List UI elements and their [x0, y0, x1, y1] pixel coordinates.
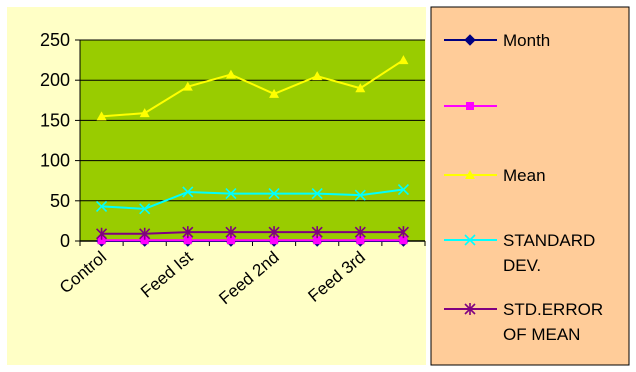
series-line — [101, 188, 404, 210]
x-marker — [464, 234, 476, 246]
data-point — [225, 187, 237, 200]
square-marker — [466, 102, 474, 110]
star-marker — [464, 303, 476, 315]
data-point — [182, 81, 193, 91]
data-point — [311, 187, 323, 200]
data-point — [95, 227, 108, 240]
data-point — [95, 200, 108, 212]
data-point — [268, 187, 280, 200]
legend-label: OF MEAN — [503, 325, 580, 344]
diamond-marker — [464, 34, 476, 46]
data-point — [182, 186, 194, 198]
legend-label: Month — [503, 31, 550, 50]
legend — [430, 6, 630, 366]
y-tick-label: 0 — [60, 231, 70, 251]
data-point — [399, 236, 408, 245]
triangle-marker — [465, 170, 475, 179]
data-point — [96, 111, 107, 121]
data-point — [225, 69, 236, 79]
data-point — [139, 108, 150, 118]
data-point — [270, 236, 279, 245]
series-group — [95, 183, 410, 215]
legend-label: STANDARD — [503, 231, 595, 250]
series-line — [101, 231, 404, 235]
series-group — [96, 55, 409, 121]
data-point — [312, 71, 323, 81]
data-point — [97, 236, 106, 245]
series-group — [97, 236, 408, 245]
data-point — [139, 203, 151, 215]
y-tick-label: 50 — [50, 191, 70, 211]
data-point — [226, 236, 235, 245]
legend-label: STD.ERROR — [503, 300, 603, 319]
data-point — [398, 55, 409, 65]
data-point — [268, 226, 280, 239]
plot-area — [80, 40, 425, 241]
series-line — [101, 59, 404, 118]
data-point — [356, 236, 365, 245]
data-point — [225, 226, 237, 239]
y-tick-label: 100 — [40, 151, 70, 171]
data-point — [313, 236, 322, 245]
series-group — [95, 226, 410, 240]
data-point — [139, 227, 151, 240]
legend-label: Mean — [503, 166, 546, 185]
data-point — [397, 183, 410, 196]
y-tick-label: 150 — [40, 110, 70, 130]
y-tick-label: 200 — [40, 70, 70, 90]
legend-label: DEV. — [503, 256, 541, 275]
data-point — [140, 236, 149, 245]
data-point — [354, 226, 366, 239]
data-point — [397, 226, 410, 239]
data-point — [269, 88, 280, 98]
data-point — [354, 189, 366, 201]
data-point — [355, 83, 366, 93]
y-tick-label: 250 — [40, 30, 70, 50]
data-point — [182, 226, 194, 239]
data-point — [183, 236, 192, 245]
data-point — [311, 226, 323, 239]
